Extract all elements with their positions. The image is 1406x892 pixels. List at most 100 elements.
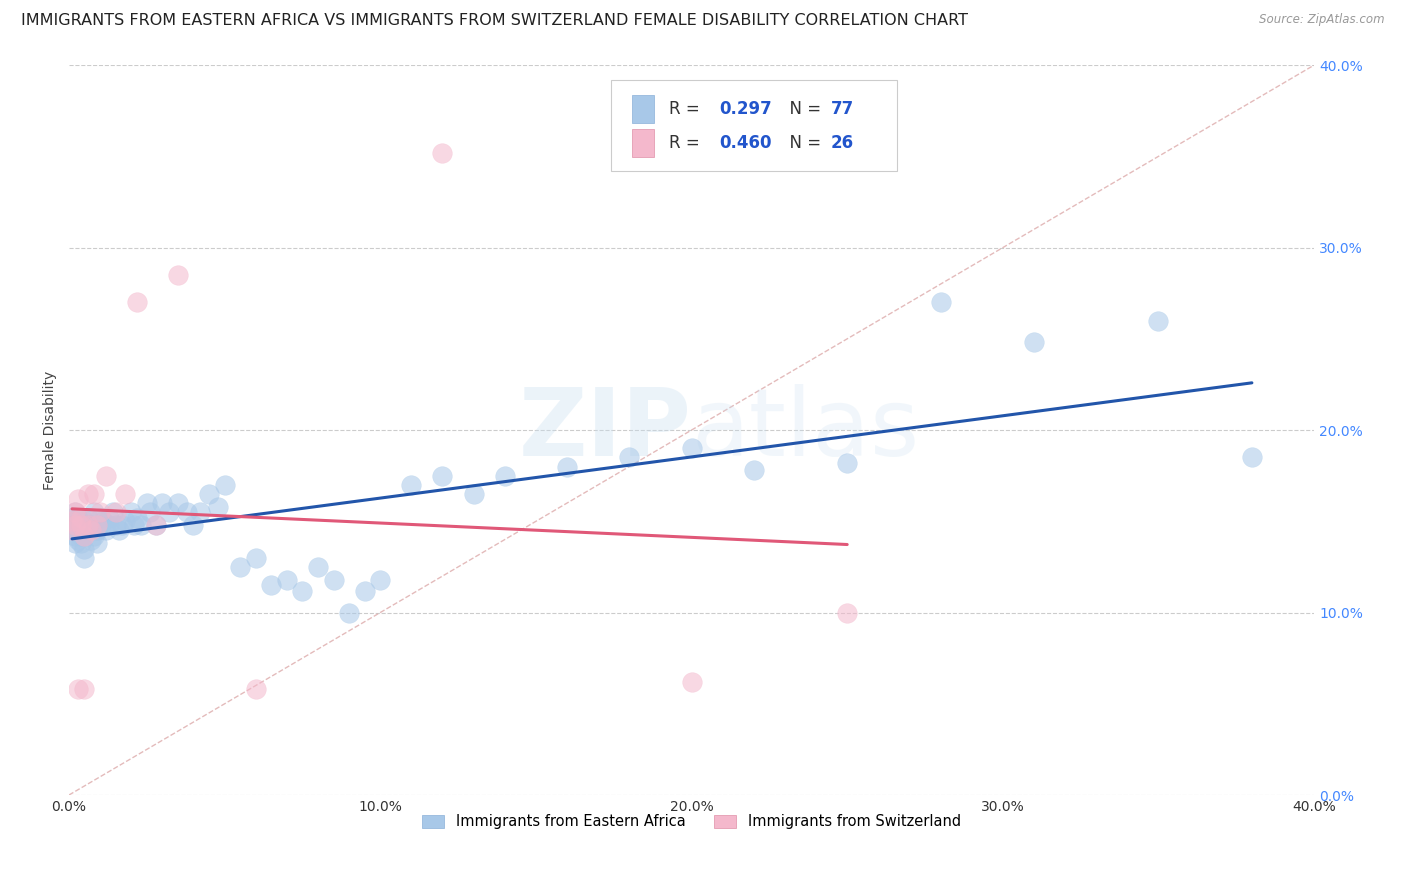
Point: [681, 442, 703, 456]
Point: [67, 524, 90, 538]
Text: Source: ZipAtlas.com: Source: ZipAtlas.com: [1260, 13, 1385, 27]
Point: [322, 573, 344, 587]
Point: [929, 295, 952, 310]
Point: [337, 606, 360, 620]
Point: [60, 518, 83, 533]
Point: [837, 606, 859, 620]
Point: [76, 524, 98, 538]
Legend: Immigrants from Eastern Africa, Immigrants from Switzerland: Immigrants from Eastern Africa, Immigran…: [416, 808, 967, 835]
Point: [681, 674, 703, 689]
FancyBboxPatch shape: [610, 79, 897, 171]
Point: [214, 478, 236, 492]
Point: [89, 510, 111, 524]
Point: [494, 468, 516, 483]
Point: [114, 514, 136, 528]
Point: [73, 529, 96, 543]
Point: [104, 505, 127, 519]
Point: [83, 505, 105, 519]
Point: [291, 583, 314, 598]
Text: 0.460: 0.460: [718, 134, 772, 153]
Point: [120, 505, 142, 519]
Point: [73, 550, 96, 565]
Point: [176, 505, 198, 519]
Point: [432, 468, 454, 483]
Text: IMMIGRANTS FROM EASTERN AFRICA VS IMMIGRANTS FROM SWITZERLAND FEMALE DISABILITY : IMMIGRANTS FROM EASTERN AFRICA VS IMMIGR…: [21, 13, 969, 29]
Point: [98, 518, 121, 533]
Point: [76, 510, 98, 524]
Point: [229, 560, 252, 574]
Point: [742, 463, 765, 477]
Point: [401, 478, 423, 492]
Point: [104, 518, 127, 533]
Point: [70, 529, 93, 543]
Point: [67, 533, 90, 547]
Point: [127, 295, 149, 310]
Text: R =: R =: [669, 100, 706, 118]
Point: [73, 541, 96, 556]
Point: [86, 524, 108, 538]
Point: [96, 524, 118, 538]
Point: [70, 536, 93, 550]
Point: [67, 518, 90, 533]
Point: [60, 510, 83, 524]
Text: 26: 26: [831, 134, 853, 153]
Point: [67, 682, 90, 697]
Point: [60, 514, 83, 528]
Point: [67, 492, 90, 507]
Text: R =: R =: [669, 134, 706, 153]
Point: [80, 524, 103, 538]
Point: [145, 518, 167, 533]
Point: [150, 496, 173, 510]
Point: [114, 487, 136, 501]
Point: [63, 505, 86, 519]
Point: [60, 524, 83, 538]
Point: [73, 514, 96, 528]
Point: [432, 145, 454, 160]
Point: [83, 487, 105, 501]
Y-axis label: Female Disability: Female Disability: [44, 370, 58, 490]
Point: [619, 450, 641, 465]
Point: [1147, 313, 1170, 327]
Point: [89, 505, 111, 519]
Point: [86, 518, 108, 533]
FancyBboxPatch shape: [631, 95, 654, 123]
Point: [307, 560, 329, 574]
Text: N =: N =: [779, 134, 827, 153]
Point: [67, 510, 90, 524]
Point: [463, 487, 485, 501]
Point: [83, 529, 105, 543]
Point: [80, 518, 103, 533]
Point: [73, 524, 96, 538]
Point: [63, 536, 86, 550]
Point: [73, 682, 96, 697]
Point: [63, 514, 86, 528]
Point: [167, 496, 190, 510]
Point: [76, 487, 98, 501]
Point: [107, 524, 129, 538]
Point: [60, 524, 83, 538]
Point: [111, 518, 134, 533]
Point: [135, 496, 157, 510]
Point: [368, 573, 391, 587]
Point: [260, 578, 283, 592]
FancyBboxPatch shape: [631, 129, 654, 157]
Point: [80, 533, 103, 547]
Text: ZIP: ZIP: [519, 384, 692, 476]
Point: [101, 505, 124, 519]
Text: N =: N =: [779, 100, 827, 118]
Point: [245, 682, 267, 697]
Point: [70, 518, 93, 533]
Point: [76, 518, 98, 533]
Point: [86, 536, 108, 550]
Point: [837, 456, 859, 470]
Point: [145, 518, 167, 533]
Point: [276, 573, 298, 587]
Point: [167, 268, 190, 282]
Point: [127, 510, 149, 524]
Point: [198, 487, 221, 501]
Point: [76, 518, 98, 533]
Point: [124, 518, 146, 533]
Point: [245, 550, 267, 565]
Point: [70, 518, 93, 533]
Point: [157, 505, 180, 519]
